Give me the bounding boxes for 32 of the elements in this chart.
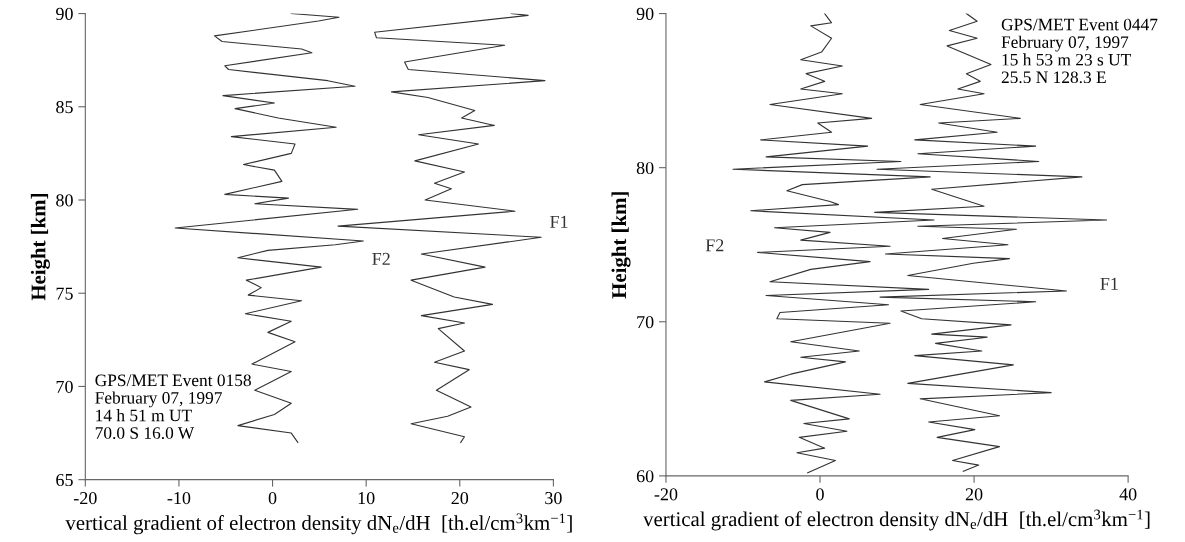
y-axis-title: Height [km] bbox=[30, 194, 50, 301]
y-tick-label: 70 bbox=[56, 380, 73, 393]
x-axis-title: vertical gradient of electron density dN$_{e}$/dH [th.el/cm$^{3}$km$^{−1}$] bbox=[643, 509, 1150, 531]
series-label: F1 bbox=[550, 215, 568, 228]
x-axis-title: vertical gradient of electron density dN$_{e}$/dH [th.el/cm$^{3}$km$^{−1}$] bbox=[65, 513, 572, 535]
x-tick-label: 10 bbox=[358, 492, 375, 505]
x-tick-label: 0 bbox=[268, 492, 277, 505]
y-tick-label: 80 bbox=[56, 194, 73, 207]
annotation: GPS/MET Event 0447 February 07, 1997 15 h 53 m 23 s UT 25.5 N 128.3 E bbox=[1001, 18, 1158, 84]
x-tick-label: -10 bbox=[167, 492, 191, 505]
x-tick-label: 0 bbox=[816, 488, 824, 501]
y-tick-label: 80 bbox=[636, 161, 654, 175]
x-tick-label: -20 bbox=[654, 488, 678, 501]
x-tick-label: 30 bbox=[545, 492, 562, 505]
line-series bbox=[337, 13, 546, 443]
x-tick-label: -20 bbox=[73, 492, 97, 505]
y-tick-label: 90 bbox=[636, 7, 654, 20]
y-tick-label: 85 bbox=[56, 101, 73, 114]
x-tick-label: 40 bbox=[1119, 488, 1137, 501]
y-tick-label: 70 bbox=[637, 316, 654, 329]
x-tick-label: 20 bbox=[965, 488, 983, 501]
line-series bbox=[732, 13, 935, 474]
x-tick-label: 20 bbox=[451, 492, 469, 505]
y-tick-label: 60 bbox=[636, 470, 654, 483]
annotation: GPS/MET Event 0158 February 07, 1997 14 h 51 m UT 70.0 S 16.0 W bbox=[95, 374, 251, 439]
y-axis-title: Height [km] bbox=[611, 192, 631, 299]
series-label: F2 bbox=[372, 252, 390, 265]
y-tick-label: 75 bbox=[56, 287, 73, 300]
series-label: F2 bbox=[705, 239, 724, 252]
y-tick-label: 90 bbox=[56, 7, 73, 20]
series-label: F1 bbox=[1100, 277, 1118, 290]
y-tick-label: 65 bbox=[56, 473, 73, 487]
